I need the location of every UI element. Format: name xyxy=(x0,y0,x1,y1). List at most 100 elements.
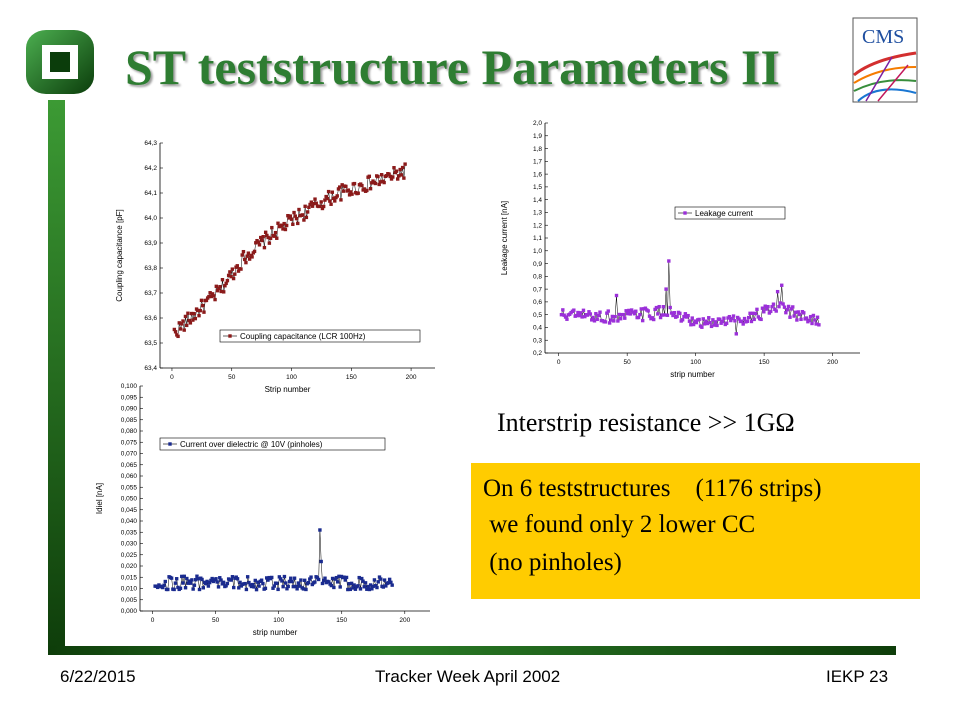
data-point xyxy=(797,312,802,317)
y-tick-label: 1,6 xyxy=(533,171,542,178)
data-point xyxy=(333,199,337,203)
data-point xyxy=(319,200,323,204)
data-point xyxy=(614,293,619,298)
cms-logo-icon: CMS xyxy=(852,17,918,103)
data-point xyxy=(161,585,165,590)
data-point xyxy=(678,311,682,316)
data-point xyxy=(697,317,701,322)
data-point xyxy=(324,194,328,199)
data-point xyxy=(247,580,251,585)
data-point xyxy=(690,316,694,320)
data-point xyxy=(734,332,738,336)
data-point xyxy=(352,583,356,587)
data-point xyxy=(277,575,282,579)
data-point xyxy=(636,315,641,320)
data-point xyxy=(785,308,789,312)
data-point xyxy=(574,313,579,318)
x-tick-label: 0 xyxy=(151,617,155,624)
coupling-capacitance-chart: 63,4 63,5 63,6 63,7 63,8 63,9 64,0 64,1 64,2 64,3… xyxy=(115,140,435,394)
data-point xyxy=(387,577,392,582)
data-point xyxy=(189,311,194,316)
data-point xyxy=(720,319,725,324)
data-point xyxy=(250,255,254,259)
y-tick-label: 0,7 xyxy=(533,286,542,293)
data-point xyxy=(343,578,347,582)
data-point xyxy=(266,578,270,582)
data-point xyxy=(297,207,301,212)
data-point xyxy=(267,241,272,245)
y-tick-label: 0,050 xyxy=(121,496,138,503)
data-point xyxy=(668,305,672,310)
data-point xyxy=(155,585,160,590)
data-point xyxy=(223,284,227,288)
data-point xyxy=(294,584,298,589)
data-point xyxy=(745,319,750,323)
data-point xyxy=(232,585,236,590)
data-point xyxy=(348,587,353,592)
data-point xyxy=(338,185,342,189)
x-tick-label: 150 xyxy=(759,359,770,366)
data-point xyxy=(751,311,755,316)
data-point xyxy=(683,312,688,316)
data-point xyxy=(188,581,193,585)
y-tick-label: 63,6 xyxy=(144,315,157,322)
university-logo-icon xyxy=(26,30,94,94)
data-point xyxy=(220,278,225,282)
data-point xyxy=(193,316,198,321)
data-point xyxy=(609,318,613,322)
data-point xyxy=(181,319,185,323)
data-point xyxy=(656,312,660,316)
data-point xyxy=(303,578,307,583)
data-point xyxy=(605,311,609,315)
y-tick-label: 0,075 xyxy=(121,439,138,446)
data-point xyxy=(209,294,214,299)
y-tick-label: 1,0 xyxy=(533,248,542,255)
data-point xyxy=(746,315,751,320)
data-point xyxy=(624,309,628,313)
data-point xyxy=(368,187,373,191)
x-tick-label: 50 xyxy=(228,374,236,381)
data-point xyxy=(327,580,331,584)
data-point xyxy=(796,310,800,314)
data-point xyxy=(326,189,331,194)
data-point xyxy=(777,304,781,309)
data-point xyxy=(193,578,198,582)
y-tick-label: 1,4 xyxy=(533,197,542,204)
data-point xyxy=(379,173,384,177)
footer-date: 6/22/2015 xyxy=(60,667,136,686)
data-point xyxy=(640,318,645,323)
data-point xyxy=(294,216,299,221)
data-point xyxy=(607,321,612,325)
data-point xyxy=(210,576,214,581)
y-tick-label: 1,9 xyxy=(533,133,542,140)
data-point xyxy=(287,216,291,220)
data-point xyxy=(280,579,284,583)
data-point xyxy=(320,206,325,211)
bottom-accent-bar xyxy=(48,646,896,655)
data-point xyxy=(629,308,634,312)
data-point xyxy=(675,314,679,319)
data-point xyxy=(325,196,330,201)
legend-box xyxy=(674,206,786,220)
y-tick-label: 0,100 xyxy=(121,383,138,390)
data-point xyxy=(240,253,244,257)
data-point xyxy=(664,287,668,291)
data-point xyxy=(308,202,312,207)
data-point xyxy=(285,587,289,591)
data-point xyxy=(596,313,601,318)
data-point xyxy=(590,318,594,322)
data-point xyxy=(176,334,180,339)
x-tick-label: 50 xyxy=(212,617,220,624)
y-tick-label: 0,8 xyxy=(533,274,542,281)
data-point xyxy=(263,230,268,235)
data-point xyxy=(813,318,817,322)
data-point xyxy=(705,321,710,326)
data-point xyxy=(265,233,269,238)
y-tick-label: 0,095 xyxy=(121,394,138,401)
interstrip-resistance-note: Interstrip resistance >> 1GΩ xyxy=(497,408,795,437)
data-point xyxy=(782,305,787,309)
data-point xyxy=(623,316,627,320)
data-point xyxy=(214,577,218,581)
data-point xyxy=(724,321,729,325)
data-point xyxy=(769,309,773,314)
